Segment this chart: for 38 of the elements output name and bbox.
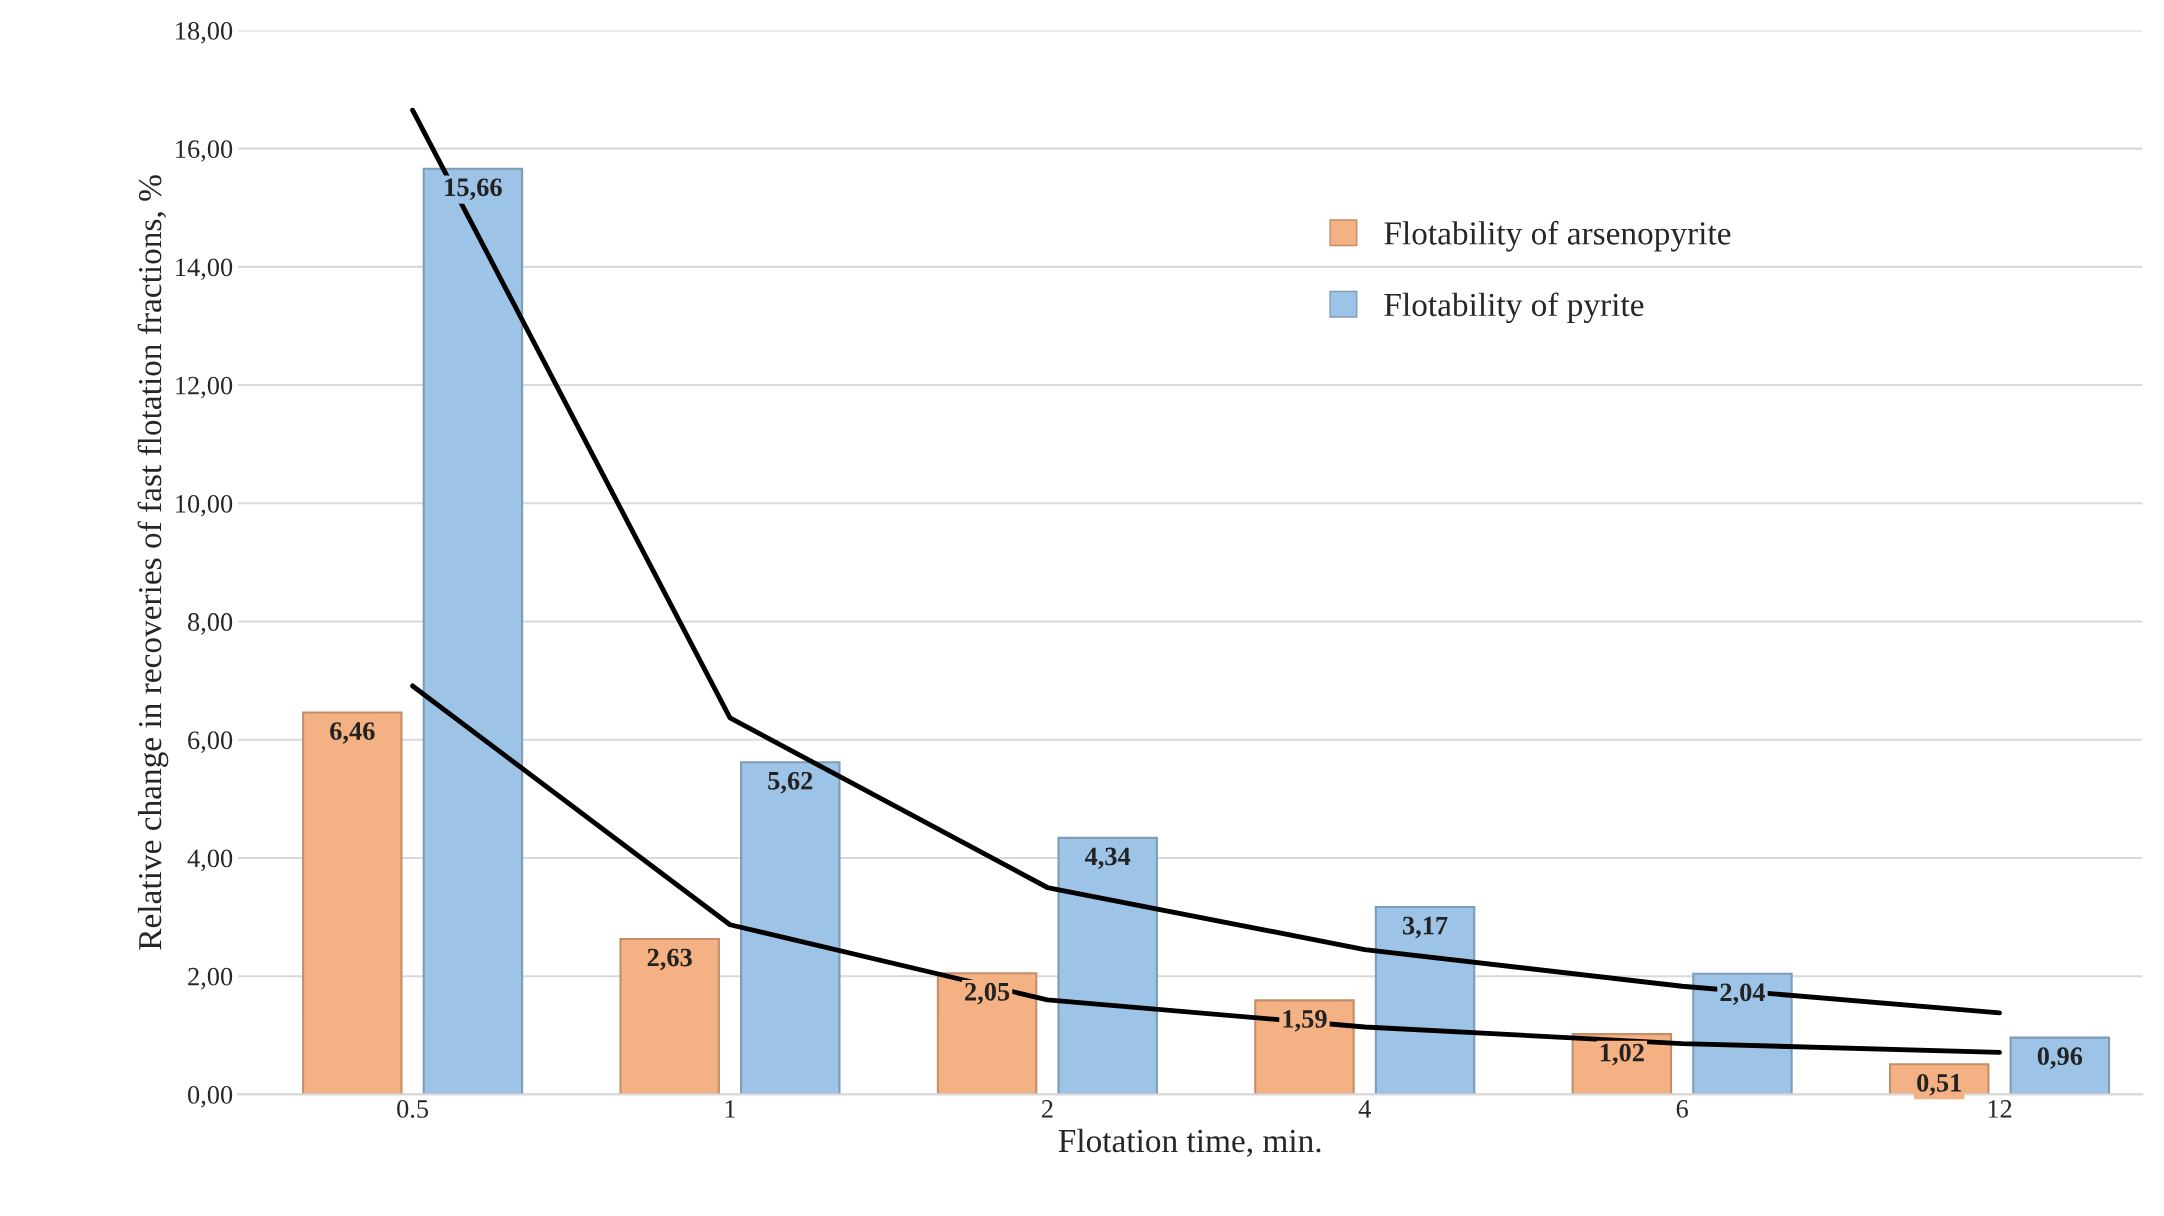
y-tick-label: 2,00 xyxy=(188,967,233,990)
legend-label: Flotability of pyrite xyxy=(1384,292,1644,324)
y-tick-label: 18,00 xyxy=(176,22,233,44)
y-tick-label: 16,00 xyxy=(176,140,233,162)
x-tick-label: 0.5 xyxy=(397,1100,429,1118)
bar xyxy=(422,167,524,1095)
data-label: 2,63 xyxy=(647,948,692,971)
x-axis-title: Flotation time, min. xyxy=(1058,1128,1321,1157)
bar xyxy=(740,761,841,1095)
data-label: 4,34 xyxy=(1084,847,1131,870)
bar xyxy=(302,711,403,1095)
y-axis-title: Relative change in recoveries of fast flotation fractions, % xyxy=(137,175,169,950)
bar xyxy=(1057,836,1158,1095)
data-label: 0,51 xyxy=(1917,1073,1961,1096)
data-label: 2,04 xyxy=(1720,983,1766,1006)
x-tick-label: 2 xyxy=(1041,1100,1053,1118)
data-label: 1,59 xyxy=(1283,1010,1327,1032)
data-label: 1,02 xyxy=(1600,1043,1644,1066)
y-tick-label: 12,00 xyxy=(176,376,233,399)
y-tick-label: 14,00 xyxy=(176,258,233,281)
x-tick-label: 4 xyxy=(1358,1100,1371,1118)
data-label: 5,62 xyxy=(768,771,813,794)
bar xyxy=(1374,905,1476,1095)
data-label: 3,17 xyxy=(1402,916,1448,939)
bar xyxy=(619,937,720,1095)
data-label: 2,05 xyxy=(965,982,1010,1005)
y-tick-label: 10,00 xyxy=(176,494,233,517)
x-tick-label: 1 xyxy=(725,1100,735,1118)
y-tick-label: 0,00 xyxy=(188,1086,233,1108)
data-label: 15,66 xyxy=(445,178,502,200)
x-tick-label: 6 xyxy=(1676,1100,1688,1118)
y-tick-label: 6,00 xyxy=(188,731,233,753)
data-label: 6,46 xyxy=(330,722,375,744)
y-tick-label: 8,00 xyxy=(188,613,233,635)
y-tick-label: 4,00 xyxy=(187,849,233,872)
x-tick-label: 12 xyxy=(1988,1100,2012,1118)
data-label: 0,96 xyxy=(2037,1047,2083,1069)
legend-label: Flotability of arsenopyrite xyxy=(1384,220,1731,252)
